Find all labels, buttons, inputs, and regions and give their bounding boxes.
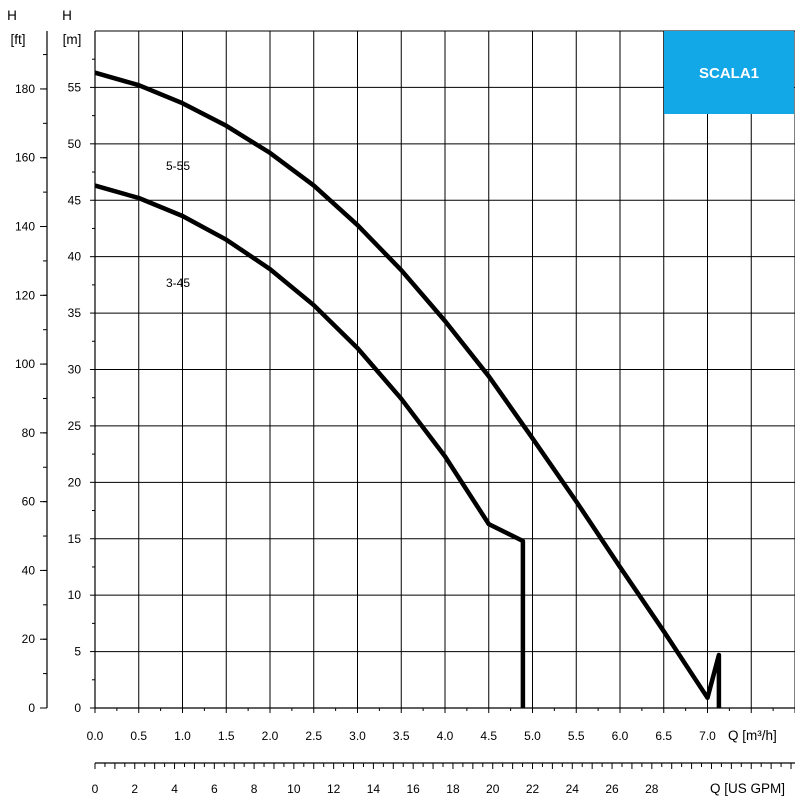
y2-axis-title: H — [7, 8, 17, 23]
axes: 0510152025303540455055020406080100120140… — [15, 31, 795, 796]
x-axis-tick-label: 1.5 — [218, 729, 235, 743]
x2-axis-tick-label: 14 — [367, 782, 381, 796]
series-label-5-55: 5-55 — [166, 159, 190, 173]
y-axis-tick-label: 25 — [68, 419, 82, 433]
x-axis-tick-label: 7.0 — [699, 729, 716, 743]
y2-axis-tick-label: 80 — [22, 426, 36, 440]
x2-axis-tick-label: 10 — [287, 782, 301, 796]
y-axis-unit: [m] — [63, 32, 82, 47]
y2-axis-tick-label: 140 — [15, 220, 35, 234]
x-axis-tick-label: 0.0 — [87, 729, 104, 743]
y2-axis-tick-label: 160 — [15, 151, 35, 165]
y-axis-tick-label: 45 — [68, 193, 82, 207]
x2-axis-tick-label: 12 — [327, 782, 341, 796]
y-axis-tick-label: 5 — [74, 645, 81, 659]
model-badge-label: SCALA1 — [699, 65, 759, 82]
x-axis-tick-label: 4.5 — [480, 729, 497, 743]
y-axis-tick-label: 20 — [68, 475, 82, 489]
y2-axis-unit: [ft] — [10, 32, 25, 47]
model-badge-background — [664, 31, 794, 114]
y-axis-tick-label: 10 — [68, 588, 82, 602]
y-axis-tick-label: 50 — [68, 137, 82, 151]
series-layer — [94, 70, 722, 708]
series-line-5-55 — [94, 70, 722, 708]
x-axis-tick-label: 2.5 — [305, 729, 322, 743]
x2-axis-title: Q [US GPM] — [710, 781, 785, 796]
y2-axis-tick-label: 0 — [28, 701, 35, 715]
x-axis-tick-label: 6.5 — [655, 729, 672, 743]
y-axis-title: H — [62, 8, 72, 23]
x2-axis-tick-label: 24 — [566, 782, 580, 796]
x2-axis-tick-label: 4 — [171, 782, 178, 796]
x2-axis-tick-label: 16 — [407, 782, 421, 796]
x-axis-tick-label: 2.0 — [262, 729, 279, 743]
x-axis-tick-label: 3.5 — [393, 729, 410, 743]
series-label-3-45: 3-45 — [166, 276, 190, 290]
y-axis-tick-label: 15 — [68, 532, 82, 546]
y-axis-tick-label: 35 — [68, 306, 82, 320]
y-axis-tick-label: 0 — [74, 701, 81, 715]
x2-axis-tick-label: 18 — [446, 782, 460, 796]
x2-axis-tick-label: 28 — [645, 782, 659, 796]
x-axis-tick-label: 5.0 — [524, 729, 541, 743]
y2-axis-tick-label: 60 — [22, 495, 36, 509]
x-axis-tick-label: 6.0 — [612, 729, 629, 743]
y2-axis-tick-label: 180 — [15, 82, 35, 96]
x-axis-title: Q [m³/h] — [728, 728, 777, 743]
x2-axis-tick-label: 8 — [251, 782, 258, 796]
model-badge: SCALA1 — [664, 31, 794, 114]
x2-axis-tick-label: 2 — [131, 782, 138, 796]
x2-axis-tick-label: 6 — [211, 782, 218, 796]
y2-axis-tick-label: 40 — [22, 563, 36, 577]
x2-axis-tick-label: 20 — [486, 782, 500, 796]
y-axis-tick-label: 55 — [68, 80, 82, 94]
x-axis-tick-label: 4.0 — [437, 729, 454, 743]
y2-axis-tick-label: 120 — [15, 288, 35, 302]
series-line-3-45 — [94, 183, 526, 708]
x-axis-tick-label: 5.5 — [568, 729, 585, 743]
x-axis-tick-label: 1.0 — [174, 729, 191, 743]
y-axis-tick-label: 30 — [68, 363, 82, 377]
x2-axis-tick-label: 22 — [526, 782, 540, 796]
y-axis-tick-label: 40 — [68, 250, 82, 264]
x2-axis-tick-label: 26 — [605, 782, 619, 796]
x-axis-tick-label: 3.0 — [349, 729, 366, 743]
y2-axis-tick-label: 100 — [15, 357, 35, 371]
x2-axis-tick-label: 0 — [92, 782, 99, 796]
x-axis-tick-label: 0.5 — [130, 729, 147, 743]
y2-axis-tick-label: 20 — [22, 632, 36, 646]
